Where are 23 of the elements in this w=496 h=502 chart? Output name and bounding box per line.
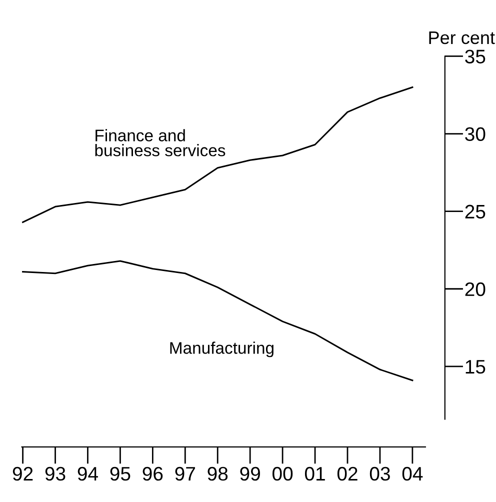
y-axis-title: Per cent: [429, 32, 495, 44]
x-tick-label: 02: [337, 466, 358, 481]
x-tick-label: 92: [12, 466, 33, 481]
series-label: Manufacturing: [170, 342, 274, 358]
x-tick-label: 94: [78, 466, 98, 481]
y-tick-label: 20: [465, 282, 486, 296]
x-tick-label: 96: [142, 466, 163, 481]
y-tick-label: 30: [465, 127, 486, 142]
series-label: Finance and business services: [95, 129, 226, 156]
x-tick-label: 00: [272, 466, 293, 481]
x-tick-label: 98: [208, 466, 228, 481]
y-tick-label: 35: [465, 50, 486, 64]
x-tick-label: 04: [402, 466, 423, 481]
x-tick-label: 99: [240, 466, 260, 481]
line-series: [22, 86, 414, 223]
x-tick-label: 03: [370, 466, 390, 481]
line-series: [22, 260, 414, 382]
x-tick-label: 97: [175, 466, 195, 481]
x-tick-label: 93: [45, 466, 66, 481]
y-tick-label: 15: [466, 360, 486, 374]
x-tick-label: 95: [110, 466, 130, 481]
y-tick-label: 25: [465, 204, 486, 219]
x-tick-label: 01: [304, 466, 325, 481]
